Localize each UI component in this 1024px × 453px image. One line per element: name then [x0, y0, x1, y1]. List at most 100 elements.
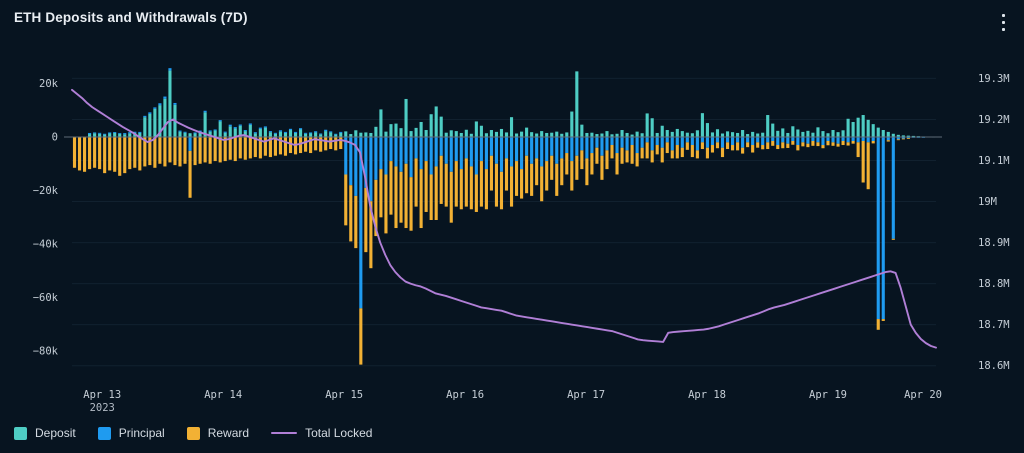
- bar-principal: [444, 136, 448, 164]
- bar-deposit: [725, 131, 730, 137]
- bar-reward: [575, 155, 579, 180]
- bar-deposit: [299, 129, 303, 137]
- bar-deposit: [896, 134, 900, 137]
- bar-deposit: [273, 133, 277, 137]
- bar-reward: [123, 136, 127, 174]
- bar-deposit: [123, 134, 127, 137]
- bar-reward: [530, 163, 534, 196]
- bar-principal: [570, 136, 574, 162]
- y-axis-right-tick: 19.1M: [978, 155, 1010, 167]
- bar-principal: [520, 136, 524, 170]
- bar-principal: [273, 132, 277, 134]
- bar-deposit: [545, 132, 549, 137]
- bar-deposit: [751, 131, 755, 137]
- bar-deposit: [203, 112, 207, 137]
- bar-reward: [379, 169, 383, 218]
- bar-principal: [128, 132, 132, 134]
- legend-swatch-principal: [97, 426, 111, 440]
- bar-reward: [781, 142, 785, 149]
- bar-reward: [263, 136, 267, 156]
- bar-deposit: [399, 128, 403, 137]
- bar-reward: [731, 145, 735, 151]
- legend-item-principal[interactable]: Principal: [97, 426, 165, 440]
- legend-item-total-locked[interactable]: Total Locked: [271, 426, 372, 440]
- bar-principal: [565, 136, 569, 154]
- chart-legend: Deposit Principal Reward Total Locked: [14, 423, 372, 443]
- bar-principal: [856, 136, 860, 143]
- bar-deposit: [720, 133, 725, 137]
- bar-reward: [103, 136, 107, 174]
- legend-item-reward[interactable]: Reward: [186, 426, 249, 440]
- bar-principal: [725, 136, 730, 143]
- bar-principal: [695, 136, 699, 151]
- bar-deposit: [911, 135, 915, 137]
- bar-reward: [414, 158, 418, 207]
- bar-reward: [233, 136, 237, 162]
- bar-principal: [741, 136, 745, 148]
- bar-reward: [203, 136, 207, 163]
- bar-reward: [635, 153, 639, 167]
- bar-deposit: [113, 132, 117, 137]
- bar-principal: [530, 136, 534, 164]
- bar-reward: [866, 142, 870, 190]
- bar-deposit: [515, 133, 519, 137]
- x-axis-year-label: 2023: [90, 402, 115, 414]
- bar-deposit: [841, 130, 845, 137]
- bar-deposit: [248, 124, 252, 137]
- bar-principal: [866, 136, 870, 143]
- kebab-vertical-icon[interactable]: [994, 8, 1012, 36]
- bar-deposit: [163, 98, 167, 137]
- bar-principal: [580, 136, 584, 151]
- bar-principal: [394, 136, 398, 167]
- bar-deposit: [309, 133, 313, 137]
- bar-deposit: [660, 125, 664, 137]
- bar-reward: [841, 141, 845, 146]
- bar-deposit: [575, 71, 579, 137]
- bar-reward: [846, 142, 850, 146]
- bar-reward: [334, 136, 338, 151]
- bar-principal: [600, 136, 604, 156]
- legend-item-deposit[interactable]: Deposit: [14, 426, 76, 440]
- bar-reward: [324, 136, 328, 151]
- x-axis-tick: Apr 17: [567, 389, 605, 401]
- bar-deposit: [741, 130, 745, 137]
- bar-deposit: [695, 130, 699, 137]
- y-axis-right-tick: 19M: [978, 196, 997, 208]
- bar-deposit: [851, 121, 855, 137]
- bar-reward: [494, 163, 499, 207]
- bar-principal: [685, 136, 689, 143]
- bar-reward: [585, 158, 589, 186]
- bar-reward: [550, 155, 554, 180]
- bar-deposit: [414, 127, 418, 137]
- bar-principal: [399, 136, 403, 172]
- bar-reward: [741, 147, 745, 154]
- bar-reward: [811, 141, 815, 146]
- x-axis-tick: Apr 16: [446, 389, 484, 401]
- bar-principal: [489, 136, 493, 156]
- bar-principal: [781, 136, 785, 143]
- bar-reward: [535, 158, 539, 186]
- bar-principal: [178, 130, 182, 132]
- bar-reward: [605, 150, 609, 170]
- bar-reward: [278, 136, 283, 155]
- bar-reward: [525, 155, 529, 194]
- bar-principal: [831, 136, 835, 143]
- bar-reward: [590, 153, 594, 175]
- x-axis-tick: Apr 13: [83, 389, 121, 401]
- bar-reward: [751, 145, 755, 153]
- bar-deposit: [359, 132, 363, 137]
- bar-principal: [223, 131, 227, 133]
- bar-reward: [469, 166, 473, 210]
- bar-principal: [484, 136, 488, 170]
- bar-reward: [424, 161, 428, 212]
- x-axis-tick: Apr 15: [325, 389, 363, 401]
- bar-principal: [288, 128, 293, 131]
- bar-reward: [72, 136, 77, 168]
- bar-reward: [193, 136, 197, 166]
- bar-deposit: [650, 118, 654, 137]
- bar-reward: [439, 155, 443, 204]
- bar-principal: [710, 136, 715, 146]
- bar-deposit: [288, 130, 293, 137]
- y-axis-left-tick: −40k: [33, 239, 59, 251]
